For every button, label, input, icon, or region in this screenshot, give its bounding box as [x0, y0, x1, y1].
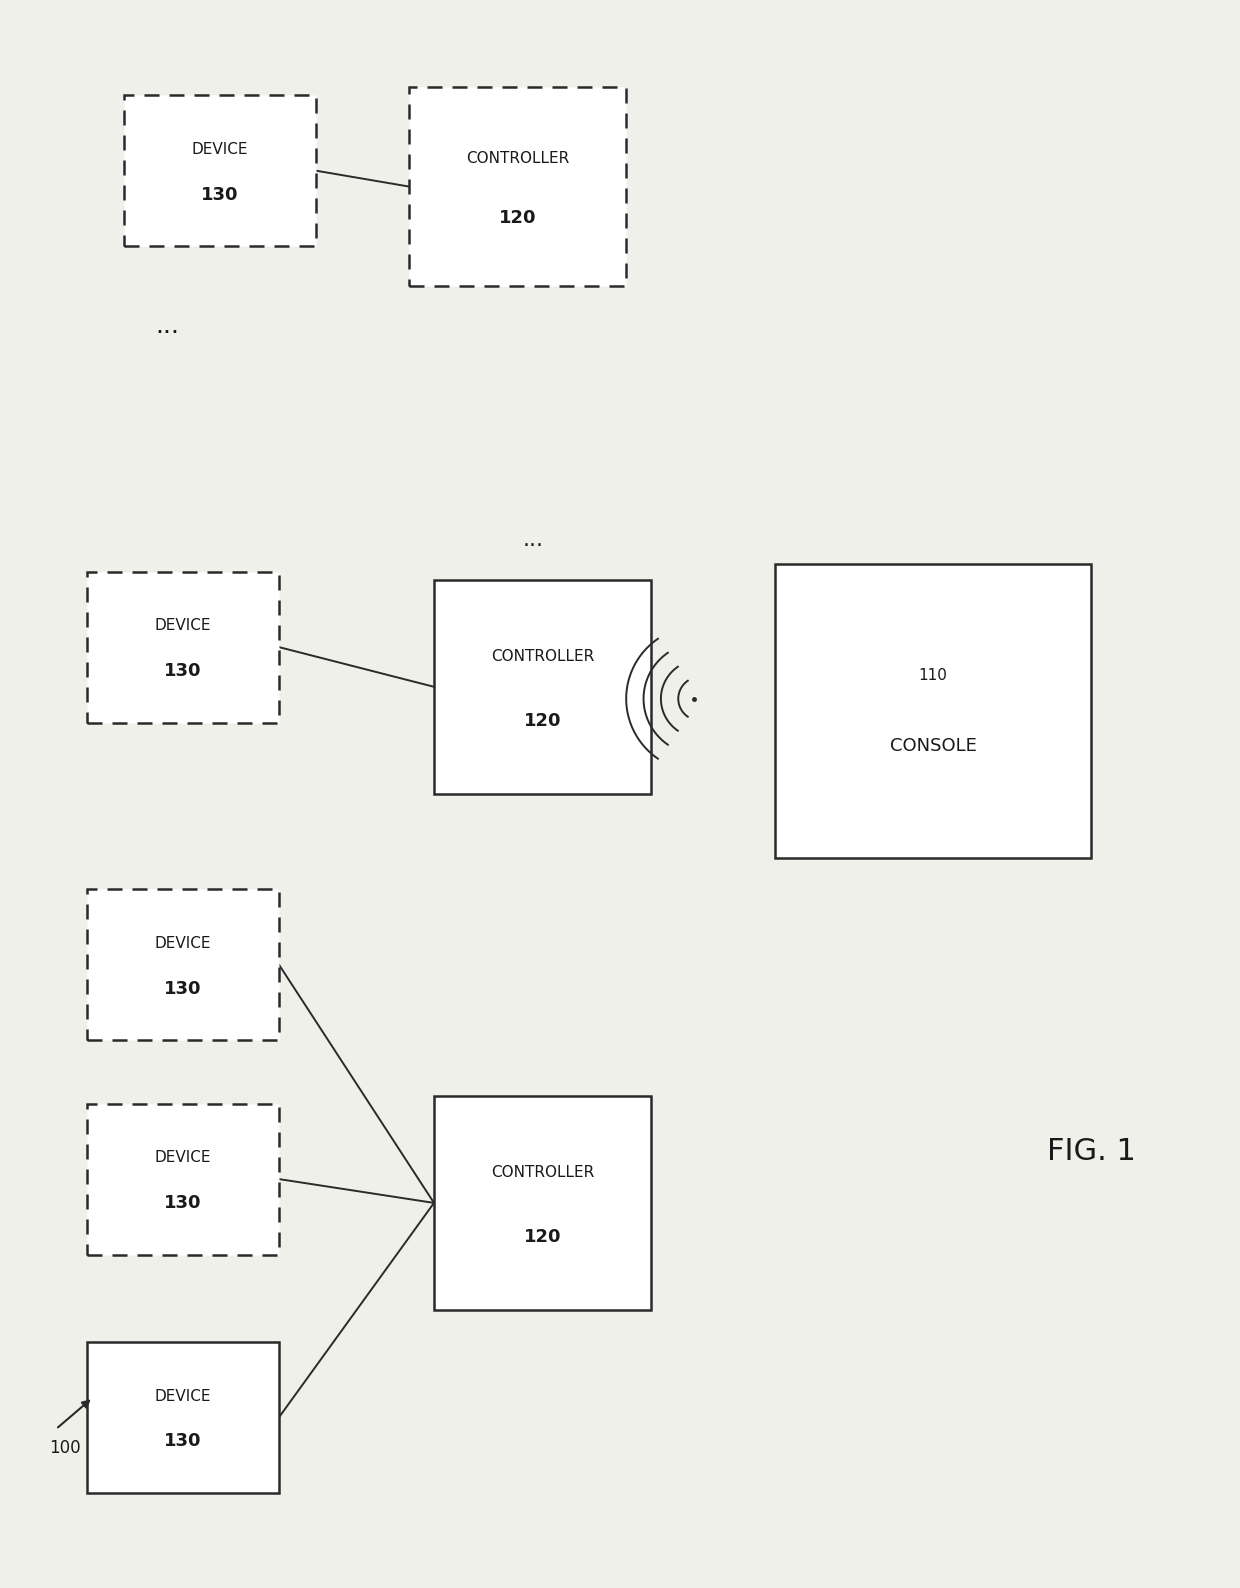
Text: 130: 130: [164, 1432, 202, 1450]
Text: ...: ...: [523, 530, 543, 549]
FancyBboxPatch shape: [124, 95, 316, 246]
Text: CONTROLLER: CONTROLLER: [491, 649, 594, 664]
Text: 130: 130: [164, 662, 202, 680]
Text: CONSOLE: CONSOLE: [889, 737, 977, 754]
Text: 120: 120: [498, 210, 537, 227]
Text: 110: 110: [919, 669, 947, 683]
Text: 120: 120: [523, 711, 562, 730]
Text: CONTROLLER: CONTROLLER: [491, 1166, 594, 1180]
Text: 130: 130: [164, 1194, 202, 1212]
Text: DEVICE: DEVICE: [155, 1150, 211, 1166]
Text: 130: 130: [201, 186, 239, 203]
FancyBboxPatch shape: [87, 1342, 279, 1493]
Text: DEVICE: DEVICE: [192, 141, 248, 157]
Text: DEVICE: DEVICE: [155, 618, 211, 634]
Text: DEVICE: DEVICE: [155, 1388, 211, 1404]
FancyBboxPatch shape: [434, 1096, 651, 1310]
Text: DEVICE: DEVICE: [155, 935, 211, 951]
Text: FIG. 1: FIG. 1: [1047, 1137, 1136, 1166]
Text: ...: ...: [155, 313, 180, 338]
FancyBboxPatch shape: [87, 1104, 279, 1255]
Text: 100: 100: [50, 1439, 82, 1458]
FancyBboxPatch shape: [434, 580, 651, 794]
Text: 130: 130: [164, 980, 202, 997]
FancyBboxPatch shape: [87, 572, 279, 723]
Text: 120: 120: [523, 1228, 562, 1247]
FancyBboxPatch shape: [775, 564, 1091, 858]
FancyBboxPatch shape: [409, 87, 626, 286]
Text: CONTROLLER: CONTROLLER: [466, 151, 569, 167]
FancyBboxPatch shape: [87, 889, 279, 1040]
